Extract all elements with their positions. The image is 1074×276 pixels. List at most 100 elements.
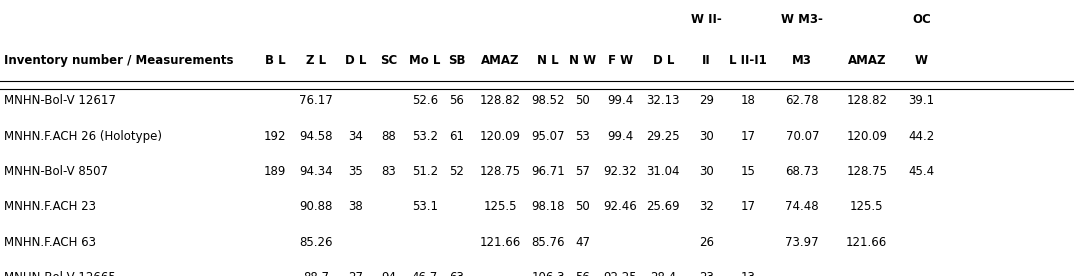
Text: 68.73: 68.73 (785, 165, 819, 178)
Text: M3: M3 (793, 54, 812, 67)
Text: W M3-: W M3- (782, 13, 823, 26)
Text: 94.58: 94.58 (299, 129, 333, 143)
Text: AMAZ: AMAZ (847, 54, 886, 67)
Text: 52: 52 (450, 165, 464, 178)
Text: MNHN-Bol-V 12617: MNHN-Bol-V 12617 (4, 94, 116, 107)
Text: 13: 13 (741, 271, 755, 276)
Text: 128.82: 128.82 (846, 94, 887, 107)
Text: 50: 50 (576, 94, 590, 107)
Text: 92.32: 92.32 (604, 165, 637, 178)
Text: 61: 61 (450, 129, 464, 143)
Text: W: W (915, 54, 928, 67)
Text: 192: 192 (264, 129, 286, 143)
Text: MNHN.F.ACH 26 (Holotype): MNHN.F.ACH 26 (Holotype) (4, 129, 162, 143)
Text: 106.3: 106.3 (532, 271, 565, 276)
Text: D L: D L (653, 54, 673, 67)
Text: 74.48: 74.48 (785, 200, 819, 213)
Text: AMAZ: AMAZ (481, 54, 520, 67)
Text: 30: 30 (699, 129, 713, 143)
Text: 70.07: 70.07 (785, 129, 819, 143)
Text: 98.18: 98.18 (532, 200, 565, 213)
Text: 98.52: 98.52 (532, 94, 565, 107)
Text: 23: 23 (699, 271, 713, 276)
Text: 30: 30 (699, 165, 713, 178)
Text: 50: 50 (576, 200, 590, 213)
Text: 35: 35 (348, 165, 363, 178)
Text: 88.7: 88.7 (303, 271, 329, 276)
Text: 45.4: 45.4 (909, 165, 934, 178)
Text: 76.17: 76.17 (299, 94, 333, 107)
Text: 18: 18 (741, 94, 755, 107)
Text: 56: 56 (450, 94, 464, 107)
Text: 57: 57 (576, 165, 590, 178)
Text: 32.13: 32.13 (647, 94, 680, 107)
Text: MNHN-Bol-V 12665: MNHN-Bol-V 12665 (4, 271, 116, 276)
Text: 99.4: 99.4 (607, 129, 634, 143)
Text: 31.04: 31.04 (647, 165, 680, 178)
Text: N W: N W (569, 54, 596, 67)
Text: 92.46: 92.46 (604, 200, 637, 213)
Text: SB: SB (448, 54, 466, 67)
Text: 99.4: 99.4 (607, 94, 634, 107)
Text: 26: 26 (699, 235, 713, 249)
Text: 53: 53 (576, 129, 590, 143)
Text: 44.2: 44.2 (909, 129, 934, 143)
Text: 125.5: 125.5 (483, 200, 518, 213)
Text: 29.25: 29.25 (647, 129, 680, 143)
Text: 47: 47 (576, 235, 590, 249)
Text: 88: 88 (381, 129, 396, 143)
Text: II: II (701, 54, 711, 67)
Text: OC: OC (912, 13, 931, 26)
Text: MNHN.F.ACH 23: MNHN.F.ACH 23 (4, 200, 97, 213)
Text: 128.75: 128.75 (480, 165, 521, 178)
Text: D L: D L (345, 54, 366, 67)
Text: 120.09: 120.09 (846, 129, 887, 143)
Text: 73.97: 73.97 (785, 235, 819, 249)
Text: 121.66: 121.66 (846, 235, 887, 249)
Text: 121.66: 121.66 (480, 235, 521, 249)
Text: 17: 17 (741, 129, 755, 143)
Text: 120.09: 120.09 (480, 129, 521, 143)
Text: 25.69: 25.69 (647, 200, 680, 213)
Text: F W: F W (608, 54, 633, 67)
Text: SC: SC (380, 54, 397, 67)
Text: 15: 15 (741, 165, 755, 178)
Text: 62.78: 62.78 (785, 94, 819, 107)
Text: 85.26: 85.26 (299, 235, 333, 249)
Text: 53.1: 53.1 (411, 200, 438, 213)
Text: 189: 189 (264, 165, 286, 178)
Text: 32: 32 (699, 200, 713, 213)
Text: Mo L: Mo L (409, 54, 440, 67)
Text: 51.2: 51.2 (411, 165, 438, 178)
Text: 27: 27 (348, 271, 363, 276)
Text: Inventory number / Measurements: Inventory number / Measurements (4, 54, 234, 67)
Text: Z L: Z L (306, 54, 325, 67)
Text: 85.76: 85.76 (532, 235, 565, 249)
Text: 38: 38 (348, 200, 363, 213)
Text: 125.5: 125.5 (850, 200, 884, 213)
Text: 128.82: 128.82 (480, 94, 521, 107)
Text: 90.88: 90.88 (299, 200, 333, 213)
Text: 92.25: 92.25 (604, 271, 637, 276)
Text: 95.07: 95.07 (532, 129, 565, 143)
Text: 94: 94 (381, 271, 396, 276)
Text: 96.71: 96.71 (532, 165, 565, 178)
Text: 128.75: 128.75 (846, 165, 887, 178)
Text: B L: B L (264, 54, 286, 67)
Text: 63: 63 (450, 271, 464, 276)
Text: 46.7: 46.7 (411, 271, 438, 276)
Text: 29: 29 (699, 94, 713, 107)
Text: 83: 83 (381, 165, 396, 178)
Text: 53.2: 53.2 (411, 129, 438, 143)
Text: 28.4: 28.4 (650, 271, 677, 276)
Text: W II-: W II- (691, 13, 722, 26)
Text: MNHN.F.ACH 63: MNHN.F.ACH 63 (4, 235, 97, 249)
Text: 52.6: 52.6 (411, 94, 438, 107)
Text: 94.34: 94.34 (299, 165, 333, 178)
Text: 39.1: 39.1 (909, 94, 934, 107)
Text: 34: 34 (348, 129, 363, 143)
Text: MNHN-Bol-V 8507: MNHN-Bol-V 8507 (4, 165, 108, 178)
Text: 56: 56 (576, 271, 590, 276)
Text: N L: N L (537, 54, 560, 67)
Text: L II-I1: L II-I1 (729, 54, 767, 67)
